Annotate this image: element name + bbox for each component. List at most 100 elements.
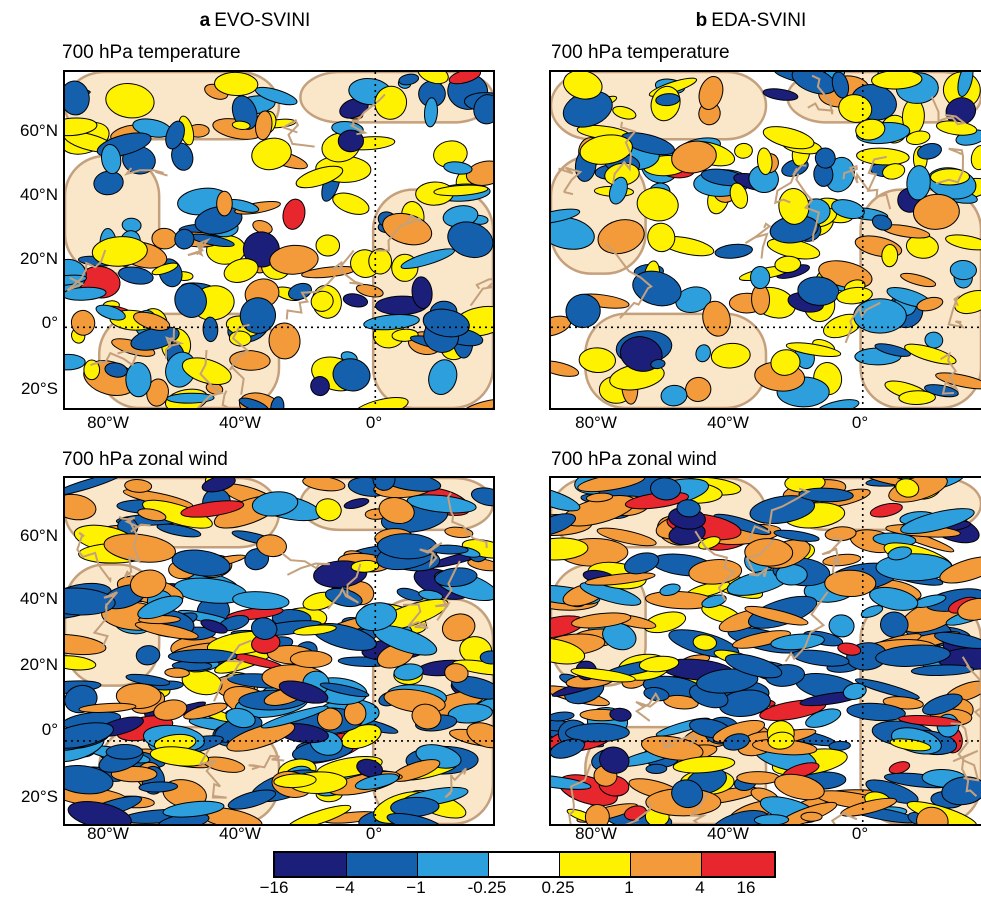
anomaly-contour xyxy=(174,228,195,250)
anomaly-contour xyxy=(411,703,442,730)
anomaly-contour xyxy=(444,663,469,683)
coastline xyxy=(419,541,443,568)
anomaly-contour xyxy=(900,272,937,288)
lon-label-0: 0° xyxy=(365,824,383,843)
coastline xyxy=(830,812,858,824)
anomaly-contour xyxy=(180,500,245,518)
anomaly-contour xyxy=(433,184,489,197)
anomaly-contour xyxy=(671,140,717,174)
anomaly-contour xyxy=(773,529,820,542)
anomaly-contour xyxy=(151,262,179,276)
anomaly-contour xyxy=(650,478,682,501)
anomaly-contour xyxy=(710,342,751,369)
anomaly-contour xyxy=(194,205,243,235)
coastline xyxy=(447,492,488,548)
anomaly-contour xyxy=(638,655,680,673)
anomaly-contour xyxy=(310,290,334,312)
anomaly-contour xyxy=(231,120,251,130)
anomaly-contour xyxy=(202,316,219,343)
anomaly-layer xyxy=(65,72,493,408)
anomaly-contour xyxy=(100,143,122,175)
anomaly-contour xyxy=(753,814,790,824)
anomaly-contour xyxy=(860,605,884,618)
anomaly-contour xyxy=(269,244,319,275)
colorbar-label: 16 xyxy=(736,878,756,897)
anomaly-contour xyxy=(871,72,923,90)
anomaly-contour xyxy=(805,708,842,728)
anomaly-contour xyxy=(585,492,614,503)
anomaly-contour xyxy=(869,586,919,611)
colorbar-cell xyxy=(347,853,418,876)
anomaly-contour xyxy=(104,362,128,378)
anomaly-contour xyxy=(381,478,442,492)
anomaly-contour xyxy=(729,182,749,209)
anomaly-contour xyxy=(255,110,273,141)
anomaly-contour xyxy=(166,392,215,404)
lon-label-0: 0° xyxy=(365,413,383,432)
anomaly-contour xyxy=(577,478,646,493)
anomaly-contour xyxy=(934,631,981,649)
anomaly-contour xyxy=(342,293,369,308)
anomaly-contour xyxy=(774,255,802,273)
anomaly-layer xyxy=(551,478,981,824)
coastline xyxy=(402,603,429,629)
coastline xyxy=(66,249,107,292)
anomaly-contour xyxy=(655,93,681,107)
lon-label-80w: 80°W xyxy=(575,413,617,432)
anomaly-contour xyxy=(91,236,148,267)
coastline xyxy=(947,294,966,329)
anomaly-contour xyxy=(156,523,202,538)
anomaly-contour xyxy=(201,478,236,493)
coastline xyxy=(795,173,821,242)
colorbar-label: 4 xyxy=(695,878,705,897)
anomaly-contour xyxy=(216,190,233,217)
anomaly-contour xyxy=(422,308,470,338)
anomaly-contour xyxy=(65,722,114,749)
anomaly-contour xyxy=(929,168,971,186)
map-b-temperature xyxy=(549,70,981,410)
column-name-a: EVO-SVINI xyxy=(214,10,311,31)
coastline xyxy=(221,390,231,408)
anomaly-contour xyxy=(869,502,903,518)
anomaly-contour xyxy=(671,779,704,809)
anomaly-contour xyxy=(78,702,137,713)
anomaly-contour xyxy=(939,556,981,584)
anomaly-contour xyxy=(798,487,854,503)
anomaly-contour xyxy=(372,478,396,491)
lon-label-40w: 40°W xyxy=(219,824,261,843)
anomaly-contour xyxy=(702,300,731,337)
anomaly-contour xyxy=(672,755,736,774)
anomaly-contour xyxy=(278,680,329,704)
coastline xyxy=(961,656,981,720)
column-title-b: b EDA-SVINI xyxy=(676,10,826,32)
map-b-zonal-wind xyxy=(549,476,981,826)
anomaly-contour xyxy=(871,214,893,231)
anomaly-contour xyxy=(83,359,101,381)
anomaly-contour xyxy=(461,398,493,408)
coastline xyxy=(327,563,362,610)
anomaly-contour xyxy=(165,120,185,150)
anomaly-contour xyxy=(551,360,580,377)
anomaly-contour xyxy=(288,282,312,301)
anomaly-contour xyxy=(295,165,344,189)
anomaly-contour xyxy=(65,587,116,616)
anomaly-contour xyxy=(895,478,920,498)
anomaly-contour xyxy=(916,296,944,312)
anomaly-contour xyxy=(659,583,681,597)
coastline-layer xyxy=(568,487,981,824)
anomaly-contour xyxy=(200,619,228,634)
anomaly-contour xyxy=(571,612,632,629)
anomaly-contour xyxy=(466,722,493,749)
anomaly-contour xyxy=(714,243,753,259)
anomaly-contour xyxy=(302,478,346,492)
anomaly-contour xyxy=(251,617,278,640)
coastline xyxy=(604,242,653,319)
anomaly-contour xyxy=(443,161,473,175)
panel-title-b-zonal-wind: 700 hPa zonal wind xyxy=(551,449,717,470)
lon-label-0: 0° xyxy=(851,413,869,432)
anomaly-contour xyxy=(65,80,90,116)
column-name-b: EDA-SVINI xyxy=(711,10,807,31)
anomaly-contour xyxy=(374,85,408,120)
anomaly-contour xyxy=(95,304,126,321)
colorbar-label: 1 xyxy=(624,878,634,897)
